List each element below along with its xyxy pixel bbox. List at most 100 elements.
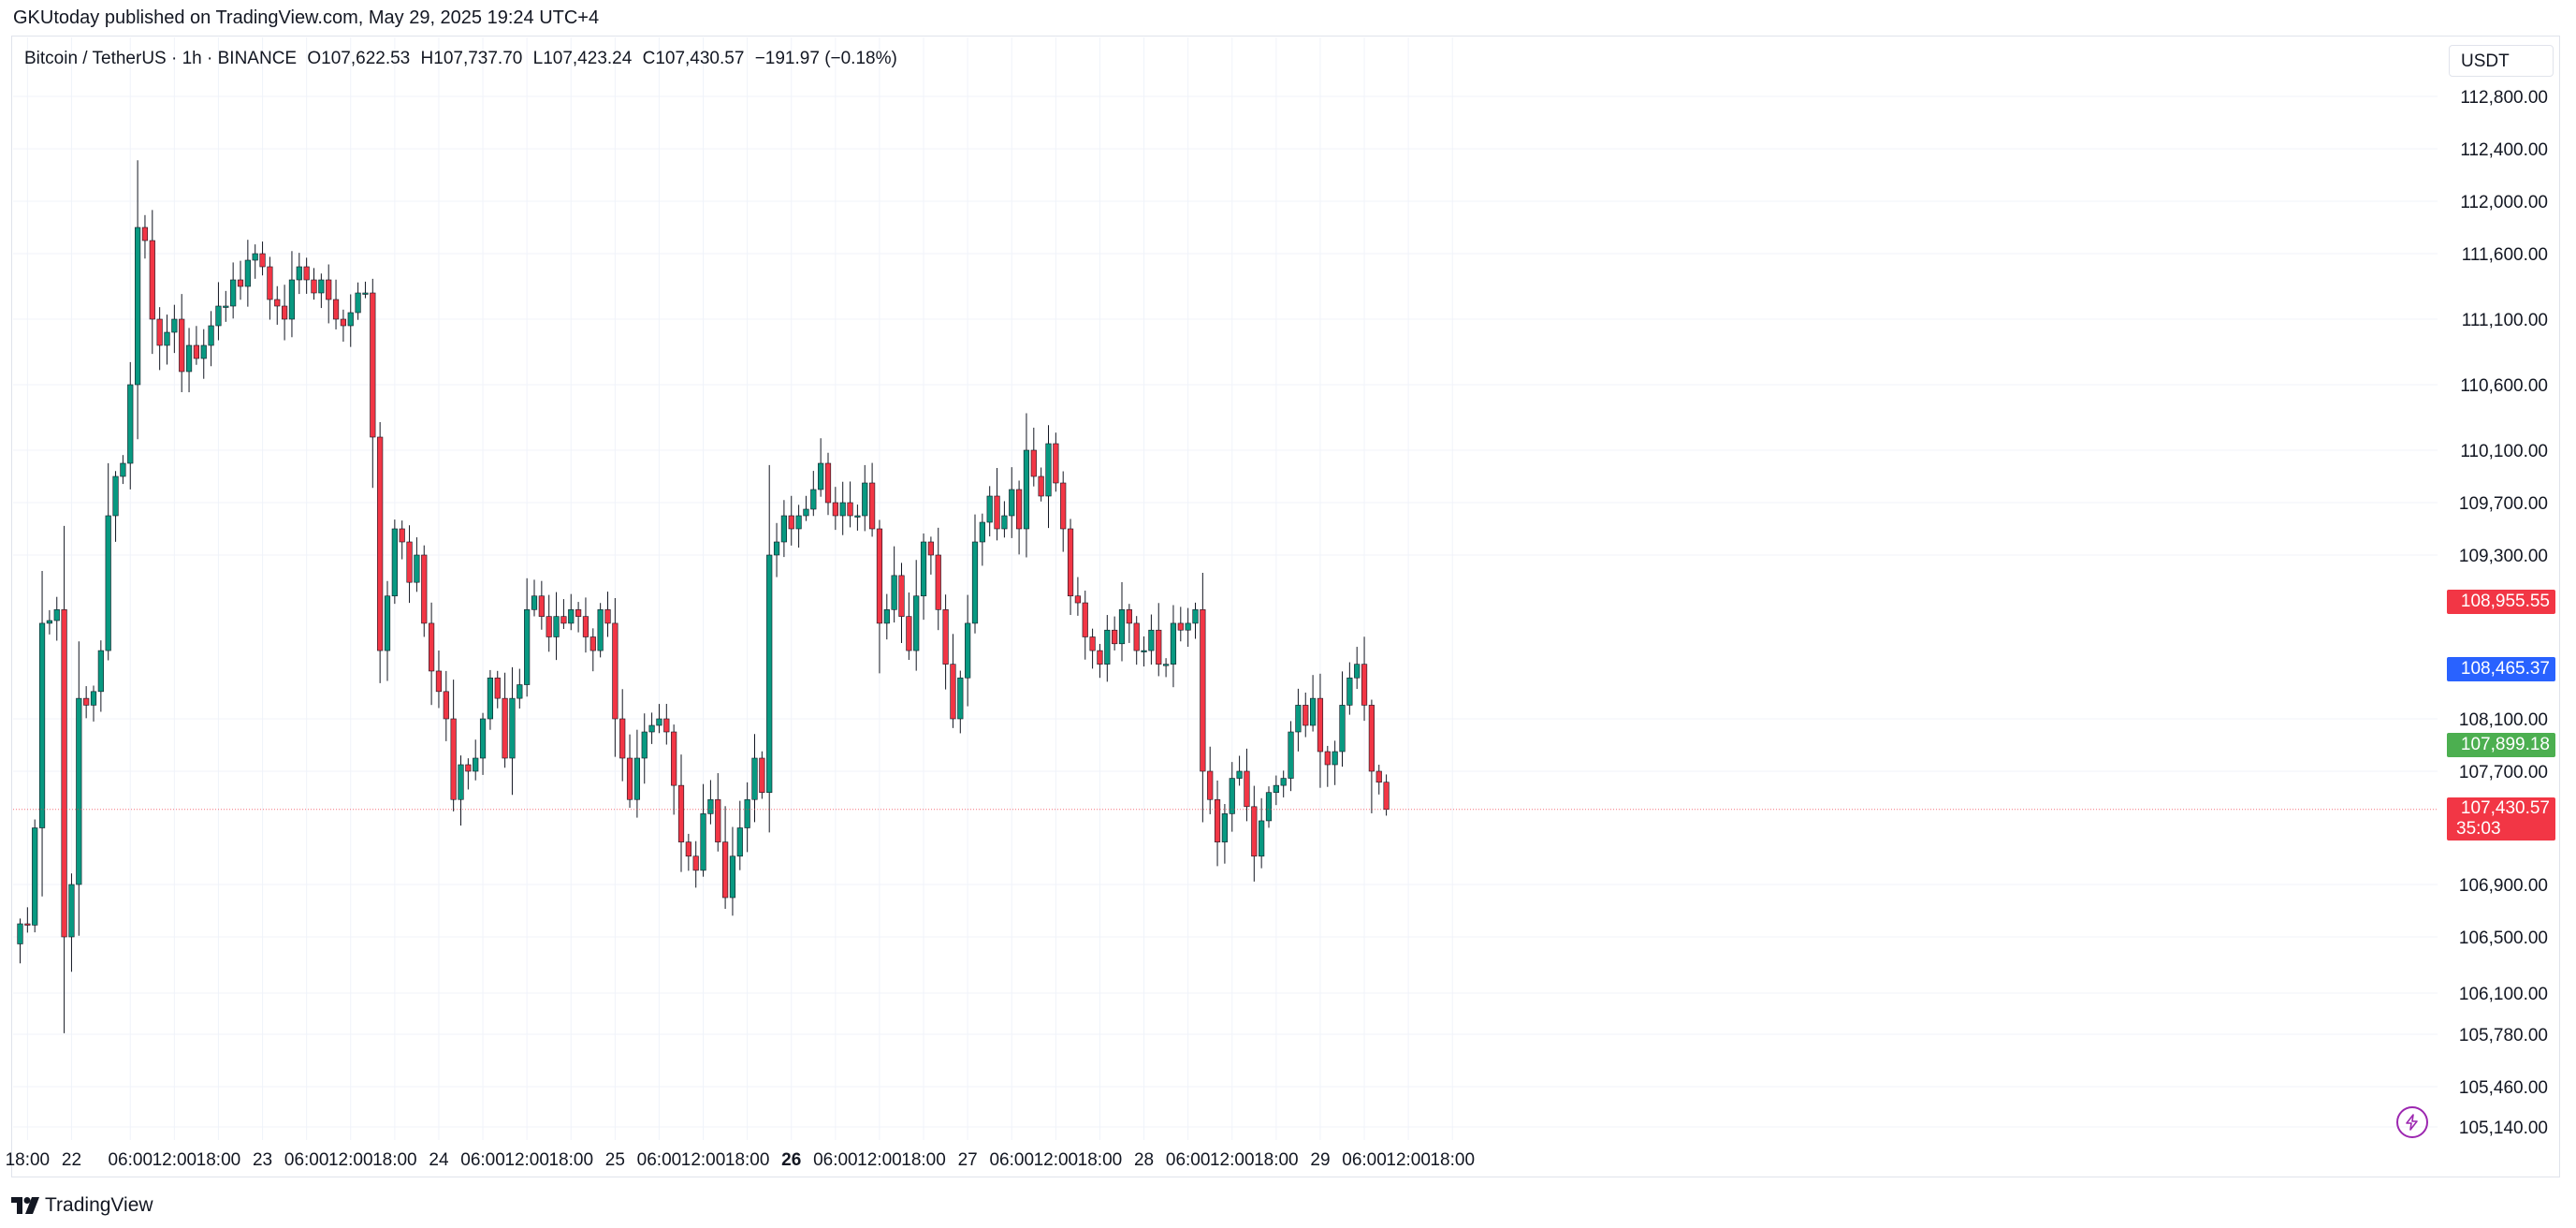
candle [406, 525, 413, 604]
ohlc-legend: Bitcoin / TetherUS · 1h · BINANCE O107,6… [24, 49, 903, 69]
candle-body-down [1361, 664, 1368, 706]
publisher-line: GKUtoday published on TradingView.com, M… [13, 7, 600, 28]
candle-body-down [612, 622, 619, 720]
candle [458, 755, 464, 826]
candle-body-down [1126, 609, 1132, 624]
symbol-label[interactable]: Bitcoin / TetherUS · 1h · BINANCE [24, 49, 298, 68]
candle-body-up [479, 718, 487, 759]
candle [692, 841, 699, 888]
candle [744, 782, 750, 853]
candle [810, 471, 817, 517]
candle-body-up [223, 305, 229, 308]
candle [244, 240, 251, 307]
candle-body-down [1053, 443, 1059, 484]
candle [568, 593, 575, 631]
candle [237, 260, 244, 300]
x-tick-label: 18:00 [1078, 1150, 1123, 1170]
candle [1060, 471, 1067, 552]
candle-body-up [1236, 770, 1243, 779]
candle-body-down [1030, 449, 1037, 477]
candle [906, 592, 912, 661]
candle [223, 290, 229, 322]
candle [318, 273, 325, 309]
candle [560, 599, 567, 630]
bolt-icon[interactable] [2396, 1106, 2428, 1138]
candle-body-down [494, 677, 501, 699]
candle-body-up [105, 515, 111, 651]
candle [751, 734, 758, 823]
candle-body-up [112, 475, 119, 517]
candle [38, 571, 46, 897]
candle [370, 278, 376, 489]
candle-body-up [288, 279, 296, 320]
candle [773, 522, 780, 577]
candle [795, 504, 802, 548]
candle-body-up [68, 884, 75, 938]
candle [994, 468, 1000, 541]
candle-body-down [443, 691, 449, 720]
candle [32, 819, 38, 933]
candle [1030, 427, 1037, 487]
candle-body-down [663, 718, 670, 733]
candle [1001, 501, 1008, 538]
tradingview-brand[interactable]: TradingView [45, 1194, 153, 1216]
y-tick-label: 110,100.00 [2460, 442, 2548, 461]
candle [538, 580, 545, 630]
candle-body-down [1303, 705, 1309, 726]
candle-body-down [721, 841, 729, 899]
candle [589, 628, 596, 672]
candle-body-up [773, 541, 780, 556]
candle [193, 326, 200, 365]
candle-body-down [759, 757, 765, 793]
x-tick-label: 06:00 [460, 1150, 505, 1170]
candle-body-up [215, 305, 222, 327]
candle [303, 257, 310, 294]
x-tick-label: 12:00 [1386, 1150, 1431, 1170]
candle-body-down [876, 528, 883, 624]
candle-body-up [171, 318, 178, 333]
candle [76, 641, 82, 936]
x-tick-label: 28 [1134, 1150, 1154, 1170]
candle [766, 464, 773, 833]
candle-body-up [751, 757, 758, 800]
candle-body-up [517, 684, 523, 699]
chart-frame [11, 36, 2560, 1177]
candle [707, 780, 714, 825]
currency-selector[interactable]: USDT [2449, 45, 2554, 77]
candle [473, 739, 479, 781]
x-tick-label: 18:00 [1254, 1150, 1299, 1170]
candle [677, 754, 685, 872]
candle [185, 328, 193, 393]
candle-body-up [1339, 705, 1346, 753]
candle-body-up [1273, 784, 1279, 793]
candle-body-down [326, 279, 332, 300]
candle-body-up [854, 515, 861, 518]
candle [1317, 673, 1324, 788]
candle [832, 487, 838, 531]
candle [83, 686, 90, 719]
x-tick-label: 12:00 [857, 1150, 902, 1170]
x-tick-label: 18:00 [901, 1150, 946, 1170]
candle-body-up [1332, 751, 1338, 766]
candle-body-up [1229, 778, 1235, 814]
candle [759, 751, 765, 799]
candle-body-down [1383, 782, 1390, 811]
candle [1221, 804, 1228, 864]
candle-body-up [1185, 622, 1191, 631]
candle [97, 640, 104, 712]
candle [780, 500, 787, 558]
candle-body-down [546, 616, 552, 637]
candle-body-down [193, 344, 200, 359]
candle [355, 282, 361, 320]
candle [883, 593, 890, 640]
candle-body-up [524, 609, 531, 685]
x-tick-label: 12:00 [1210, 1150, 1255, 1170]
y-tick-label: 105,460.00 [2459, 1078, 2548, 1098]
candle [626, 734, 633, 808]
candle-body-up [252, 253, 258, 261]
candle [971, 514, 979, 634]
candle-body-down [435, 670, 443, 693]
candle-body-down [24, 923, 31, 926]
high-value: H107,737.70 [420, 49, 523, 68]
